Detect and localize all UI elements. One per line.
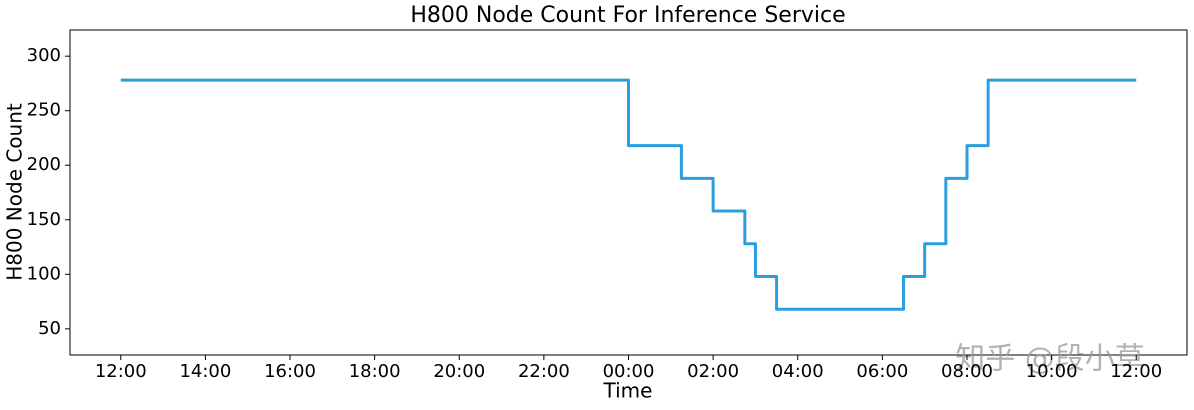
x-tick-label: 20:00: [433, 361, 485, 382]
x-tick-label: 00:00: [603, 361, 655, 382]
x-tick-label: 14:00: [179, 361, 231, 382]
y-tick-label: 150: [27, 209, 61, 230]
y-axis-label: H800 Node Count: [3, 103, 27, 281]
y-tick-label: 100: [27, 263, 61, 284]
x-tick-label: 08:00: [941, 361, 993, 382]
x-tick-label: 18:00: [349, 361, 401, 382]
y-tick-label: 250: [27, 100, 61, 121]
x-tick-label: 10:00: [1026, 361, 1078, 382]
data-line: [120, 78, 1137, 311]
x-tick-label: 22:00: [518, 361, 570, 382]
watermark: 知乎 @段小草: [955, 342, 1145, 377]
y-tick-label: 200: [27, 154, 61, 175]
x-tick-label: 06:00: [856, 361, 908, 382]
chart-title: H800 Node Count For Inference Service: [410, 3, 845, 28]
x-tick-label: 02:00: [687, 361, 739, 382]
y-tick-label: 300: [27, 45, 61, 66]
x-axis-label: Time: [603, 379, 653, 403]
x-tick-label: 16:00: [264, 361, 316, 382]
x-tick-label: 12:00: [95, 361, 147, 382]
x-tick-label: 04:00: [772, 361, 824, 382]
y-tick-label: 50: [38, 318, 61, 339]
x-tick-label: 12:00: [1110, 361, 1162, 382]
